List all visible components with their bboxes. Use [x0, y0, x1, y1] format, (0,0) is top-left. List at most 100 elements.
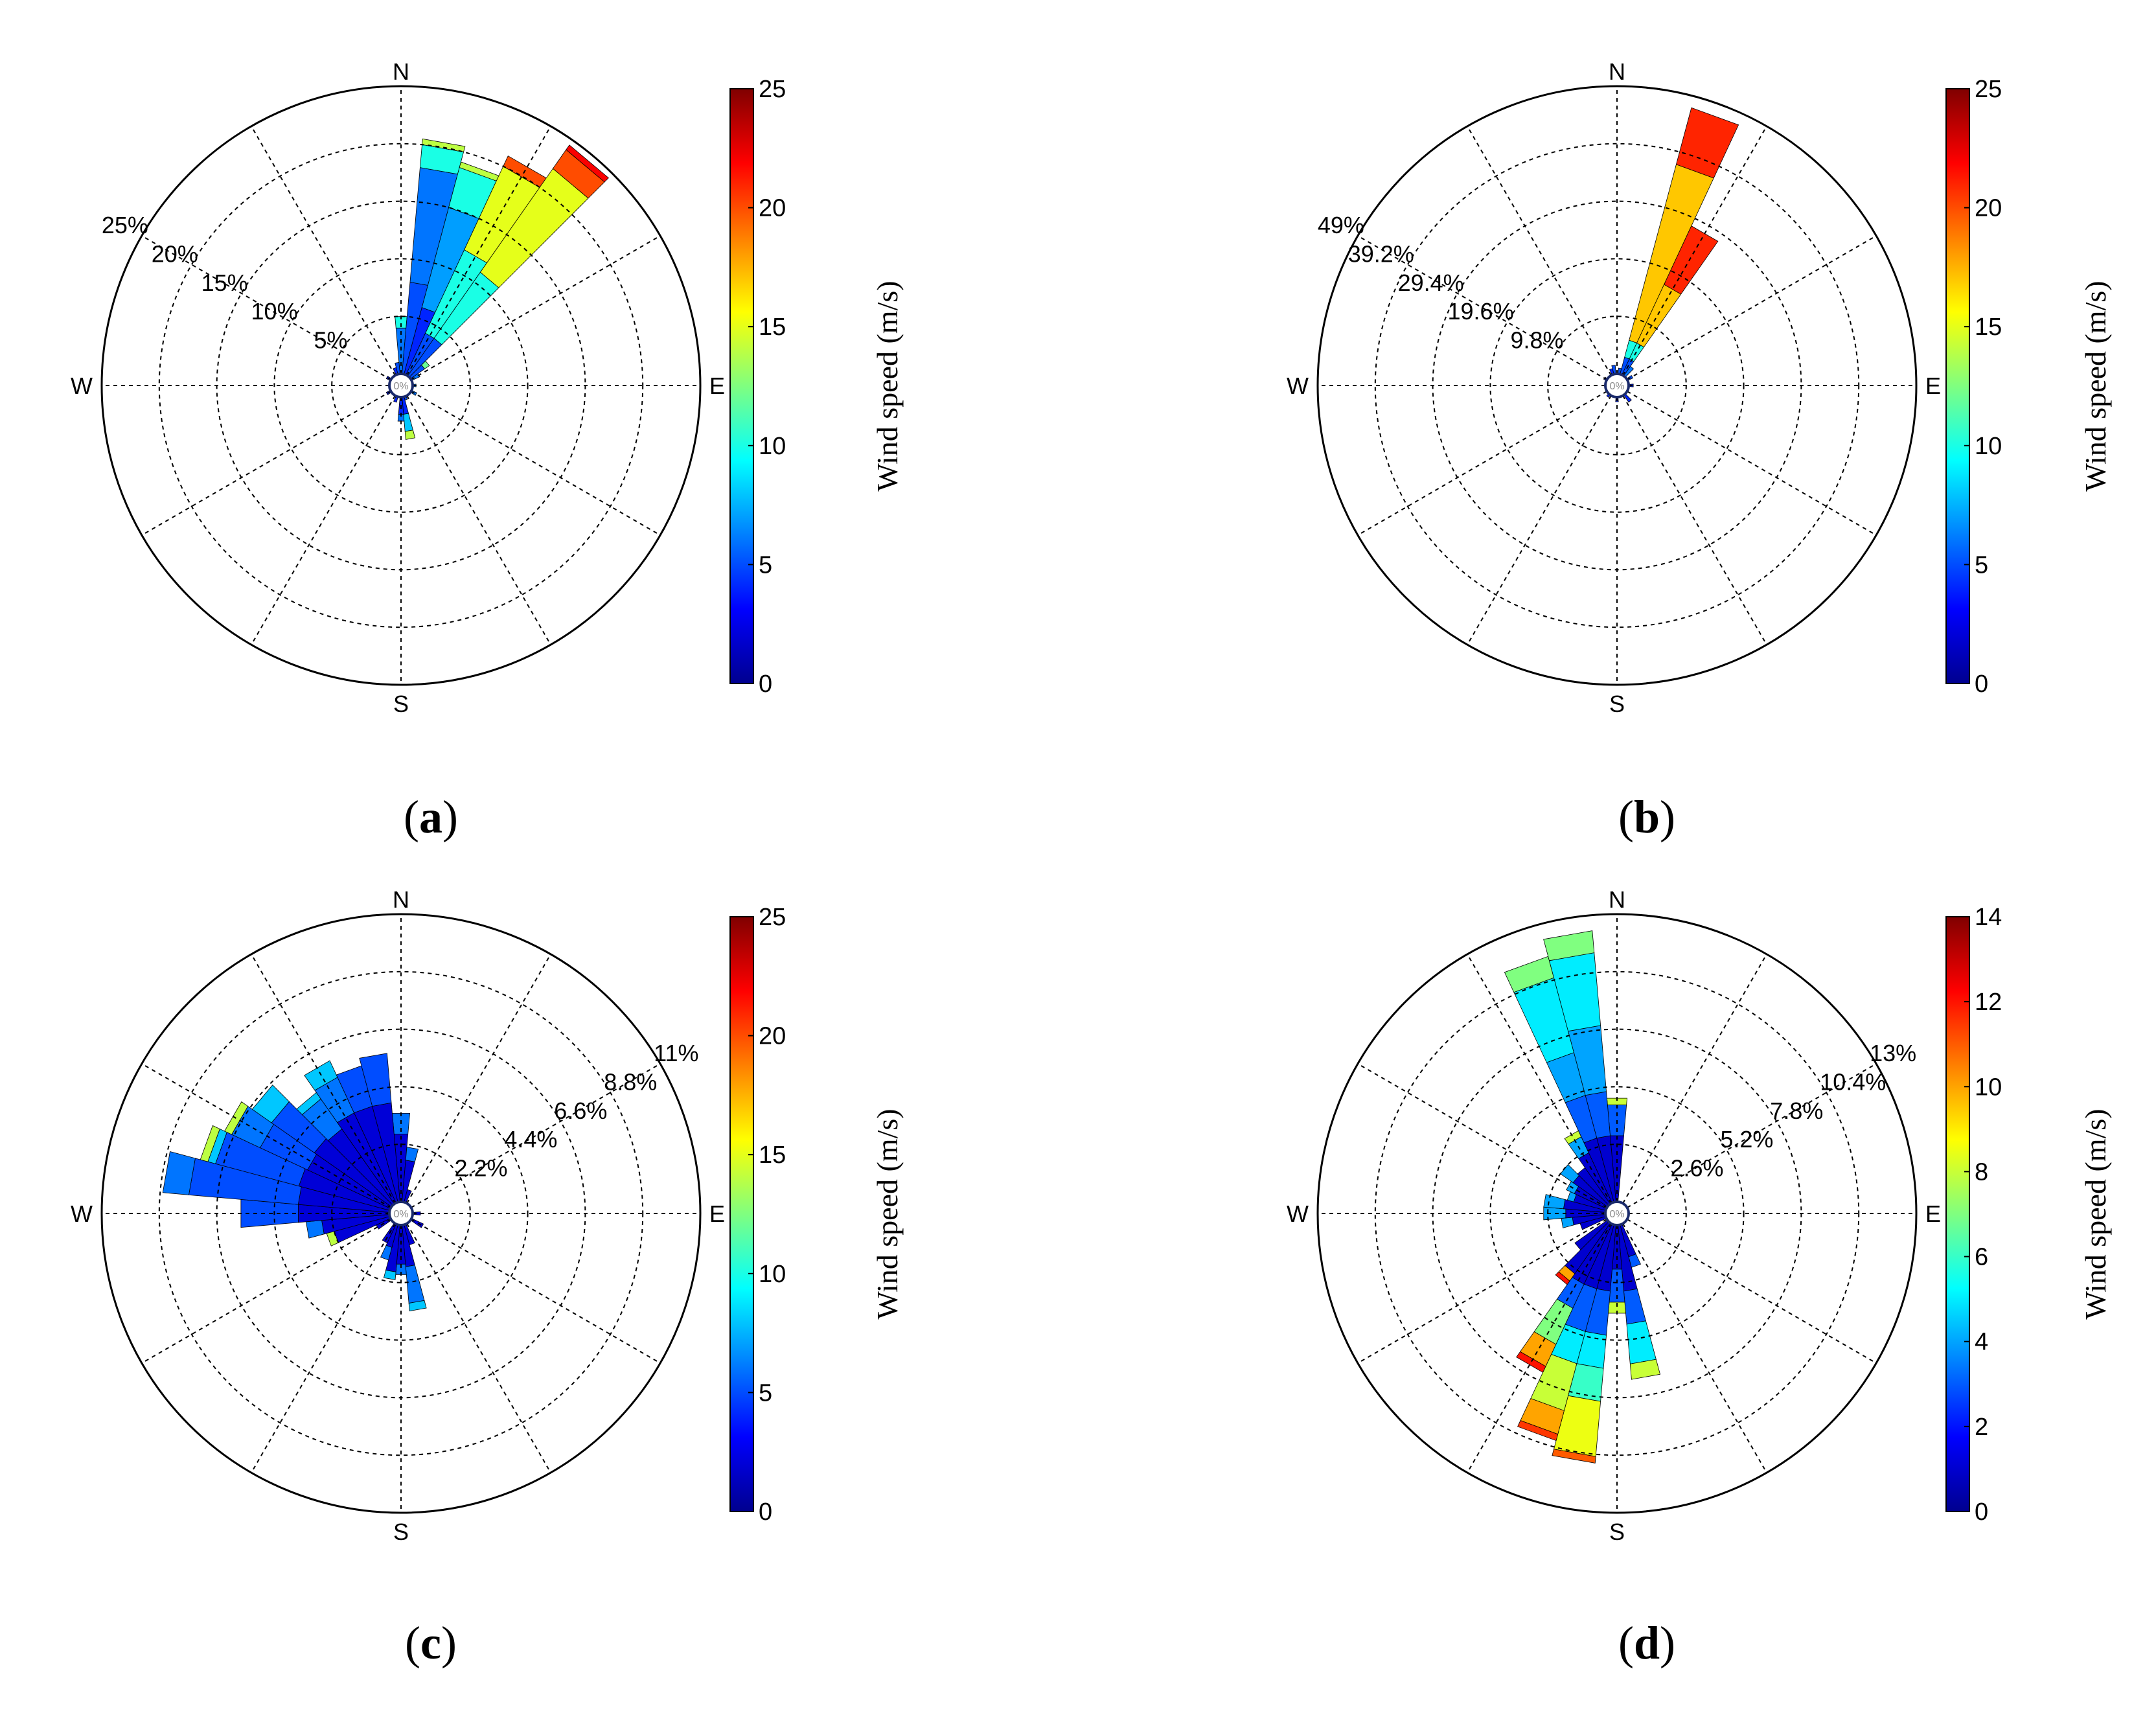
- ring-label: 10%: [251, 298, 298, 325]
- ring-label: 13%: [1870, 1040, 1916, 1066]
- colorbar-tick-label: 8: [1975, 1158, 1988, 1186]
- ring-label: 5%: [314, 327, 347, 354]
- ring-label: 7.8%: [1770, 1097, 1823, 1124]
- grid-spoke: [1467, 395, 1612, 645]
- outer-ring: [1316, 913, 1918, 1514]
- sector-bars: [385, 138, 609, 440]
- sector-bar-260-bin-1: [1561, 1217, 1574, 1228]
- compass-label-s: S: [393, 1519, 409, 1545]
- grid-spoke: [1622, 954, 1767, 1204]
- colorbar-tick-label: 25: [759, 904, 786, 931]
- colorbar-tick-label: 0: [759, 671, 772, 698]
- ring-label: 10.4%: [1820, 1068, 1886, 1095]
- ring-label: 9.8%: [1510, 327, 1563, 354]
- grid-ring: [1374, 143, 1860, 628]
- sector-bar-10-bin-3: [422, 138, 466, 152]
- compass-label-e: E: [1925, 373, 1941, 399]
- grid-spoke: [141, 1219, 391, 1364]
- grid-spoke: [406, 395, 551, 645]
- sector-bar-200-bin-5: [1517, 1420, 1559, 1441]
- compass-label-e: E: [709, 373, 725, 399]
- ring-label: 11%: [654, 1040, 698, 1066]
- panel-label-d: (d): [1618, 1617, 1675, 1669]
- center-label: 0%: [393, 1209, 408, 1220]
- grid-ring: [273, 1086, 529, 1341]
- center-label: 0%: [1609, 1209, 1624, 1220]
- grid-ring: [1374, 970, 1860, 1456]
- sector-bar-190-bin-5: [1552, 1449, 1596, 1464]
- panel-label-a: (a): [404, 791, 458, 843]
- colorbar-tick-label: 15: [759, 1142, 786, 1169]
- sector-bar-170-bin-2: [404, 430, 416, 440]
- compass-label-n: N: [1609, 886, 1625, 913]
- grid-spoke: [1622, 126, 1767, 376]
- sector-bar-180-bin-1: [397, 414, 405, 422]
- grid-spoke: [411, 235, 661, 380]
- sector-bar-170-bin-1: [405, 1265, 425, 1304]
- colorbar-tick-label: 10: [759, 433, 786, 460]
- grid-spoke: [1357, 1219, 1607, 1364]
- colorbar-tick-label: 14: [1975, 904, 2002, 931]
- grid-spoke: [1467, 954, 1612, 1204]
- grid-spoke: [251, 126, 396, 376]
- grid-ring: [158, 970, 644, 1456]
- colorbar-tick-label: 15: [759, 314, 786, 341]
- center-circle: [1604, 373, 1630, 398]
- grid-spoke: [411, 391, 661, 536]
- sector-bar-210-bin-4: [1516, 1351, 1546, 1373]
- sector-bar-350-bin-1: [359, 1053, 392, 1107]
- colorbar-tick-label: 5: [759, 551, 772, 579]
- colorbar-tick-label: 10: [759, 1261, 786, 1288]
- ring-label: 4.4%: [504, 1126, 557, 1153]
- colorbar-tick-label: 0: [1975, 1499, 1988, 1526]
- center-label: 0%: [1609, 381, 1624, 392]
- sector-bar-350-bin-4: [1543, 930, 1595, 961]
- colorbar-tick-label: 12: [1975, 989, 2002, 1016]
- sector-bar-290-bin-3: [200, 1125, 220, 1162]
- grid-spoke: [1467, 126, 1612, 376]
- panel-label-c: (c): [405, 1617, 457, 1669]
- grid-spoke: [1357, 235, 1607, 380]
- compass-label-w: W: [71, 1200, 93, 1227]
- grid-spoke: [251, 954, 396, 1204]
- compass-label-n: N: [1609, 58, 1625, 85]
- sector-bar-170-bin-2: [408, 1300, 427, 1312]
- grid-spoke: [406, 954, 551, 1204]
- grid-spoke: [1627, 235, 1877, 380]
- grid-ring: [1489, 1086, 1745, 1341]
- compass-label-w: W: [1287, 1200, 1309, 1227]
- sector-bar-260-bin-1: [305, 1220, 325, 1239]
- ring-label: 25%: [102, 212, 148, 238]
- outer-ring: [100, 913, 702, 1514]
- ring-label: 2.6%: [1670, 1155, 1723, 1182]
- sector-bar-310-bin-1: [1559, 1164, 1579, 1183]
- colorbar-tick-label: 10: [1975, 433, 2002, 460]
- sector-bar-170-bin-2: [1626, 1320, 1657, 1364]
- colorbar-tick-label: 15: [1975, 314, 2002, 341]
- sector-bar-40-bin-4: [566, 144, 609, 183]
- sector-bar-20-bin-3: [1675, 107, 1739, 179]
- colorbar: 0 5 10 15 20 25 Wind speed (m/s): [729, 904, 904, 1526]
- ring-label: 15%: [201, 270, 248, 296]
- panel-label-b: (b): [1618, 791, 1675, 843]
- colorbar: 0 5 10 15 20 25 Wind speed (m/s): [1945, 76, 2112, 698]
- ring-label: 49%: [1318, 212, 1364, 238]
- compass-label-s: S: [393, 691, 409, 717]
- sector-bar-190-bin-1: [383, 1270, 396, 1280]
- compass-label-s: S: [1609, 691, 1625, 717]
- sector-bar-280-bin-1: [1543, 1194, 1566, 1210]
- windrose-panel-a: 0% 5% 10%15%20%25% N E S W 0 5 10 15 20 25 Wind speed…: [71, 58, 904, 843]
- windrose-panel-c: 0% 2.2%4.4%6.6%8.8%11% N E S W 0 5 10 15 20 25 Wind …: [71, 886, 904, 1669]
- sector-bar-170-bin-3: [1629, 1359, 1661, 1380]
- colorbar-tick-label: 25: [759, 76, 786, 103]
- sector-bar-310-bin-2: [251, 1085, 290, 1123]
- outer-ring: [100, 85, 702, 686]
- grid-spoke: [141, 1063, 391, 1208]
- colorbar-tick-label: 20: [759, 195, 786, 222]
- compass-label-e: E: [709, 1200, 725, 1227]
- colorbar-tick-label: 20: [1975, 195, 2002, 222]
- sector-bar-50-bin-1: [421, 360, 430, 369]
- sector-bar-220-bin-2: [1555, 1271, 1570, 1285]
- grid-spoke: [251, 1223, 396, 1473]
